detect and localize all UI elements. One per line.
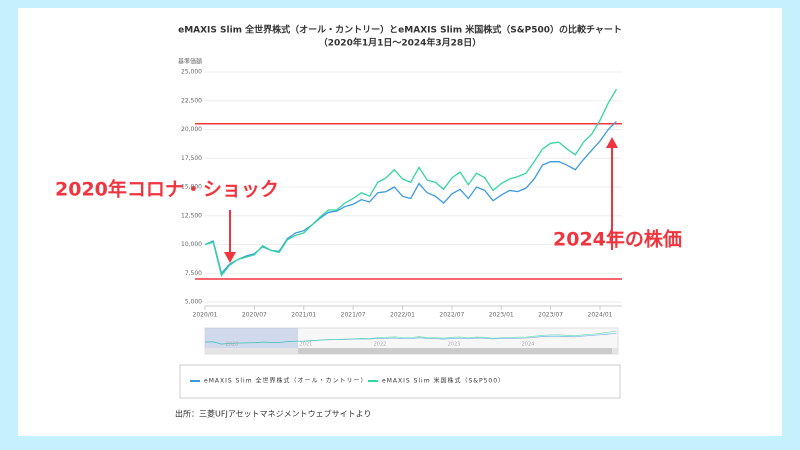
y-tick-label: 22,500 <box>181 97 202 104</box>
chart-subtitle: （2020年1月1日～2024年3月28日） <box>319 37 481 49</box>
y-tick-label: 15,000 <box>181 184 202 191</box>
y-tick-label: 20,000 <box>181 126 202 133</box>
y-axis-label: 基準価額 <box>178 58 202 66</box>
x-tick-label: 2020/01 <box>193 312 218 319</box>
y-tick-label: 10,000 <box>181 241 202 248</box>
y-tick-label: 7,500 <box>185 270 202 277</box>
navigator-line <box>204 330 617 345</box>
navigator-label: 2022 <box>374 342 387 348</box>
source-note: 出所：三菱UFJアセットマネジメントウェブサイトより <box>175 409 372 419</box>
arrows <box>224 137 618 263</box>
y-tick-label: 12,500 <box>181 212 202 219</box>
navigator-label: 2020 <box>226 342 239 348</box>
y-tick-label: 17,500 <box>181 155 202 162</box>
x-tick-label: 2022/07 <box>439 312 464 319</box>
series-line <box>204 88 618 277</box>
navigator-selection <box>205 328 298 348</box>
x-tick-label: 2021/01 <box>291 312 316 319</box>
y-tick-label: 25,000 <box>181 69 202 76</box>
arrow-head <box>606 137 618 148</box>
navigator-thumb[interactable] <box>298 348 612 354</box>
x-tick-label: 2021/07 <box>341 312 366 319</box>
navigator-label: 2023 <box>448 342 461 348</box>
navigator-label: 2021 <box>300 342 313 348</box>
chart-title: eMAXIS Slim 全世界株式（オール・カントリー）とeMAXIS Slim… <box>178 24 622 36</box>
x-tick-label: 2020/07 <box>242 312 267 319</box>
legend-box <box>179 364 621 399</box>
legend-label: eMAXIS Slim 全世界株式（オール・カントリー） <box>204 377 367 385</box>
x-tick-label: 2023/01 <box>489 312 514 319</box>
annotation: 2024年の株価 <box>553 228 682 251</box>
annotation: 2020年コロナ・ショック <box>55 178 279 201</box>
navigator-label: 2024 <box>522 342 535 348</box>
x-tick-label: 2024/01 <box>588 312 613 319</box>
arrow-head <box>224 252 236 263</box>
x-tick-label: 2023/07 <box>538 312 563 319</box>
y-tick-label: 5,000 <box>185 299 202 306</box>
legend-label: eMAXIS Slim 米国株式（S&P500） <box>382 377 505 385</box>
x-tick-label: 2022/01 <box>390 312 415 319</box>
